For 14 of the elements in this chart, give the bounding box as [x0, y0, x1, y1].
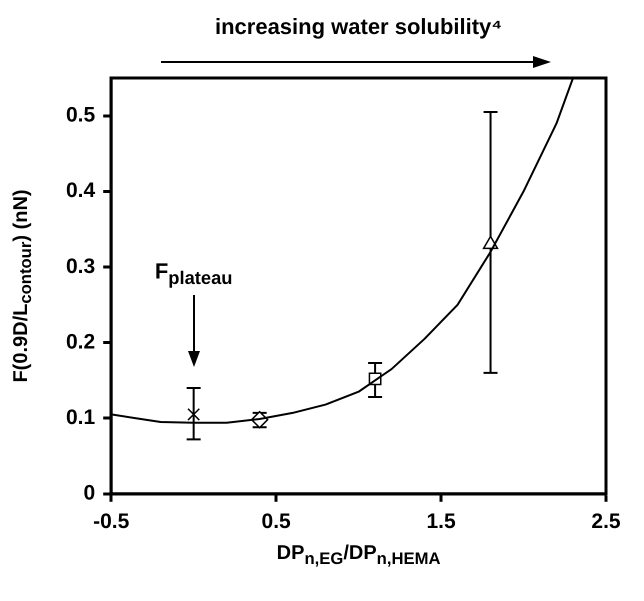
y-tick-label: 0.2 — [66, 330, 96, 354]
annotation: F$_{plateau}$ — [154, 259, 232, 290]
x-tick-label: 1.5 — [426, 510, 456, 534]
y-tick-label: 0.3 — [66, 254, 96, 278]
x-tick-label: 0.5 — [262, 510, 292, 534]
chart-title: increasing water solubility⁴ — [214, 14, 504, 40]
x-tick-label: -0.5 — [93, 510, 130, 534]
x-axis-title: DP$_{n,EG}$/DP$_{n,HEMA}$ — [276, 542, 442, 569]
y-tick-label: 0.4 — [66, 179, 96, 202]
x-tick-label: 2.5 — [591, 510, 621, 534]
point — [187, 408, 200, 421]
y-tick-label: 0 — [84, 482, 96, 505]
y-tick-label: 0.1 — [66, 406, 96, 429]
y-tick-label: 0.5 — [66, 104, 96, 127]
